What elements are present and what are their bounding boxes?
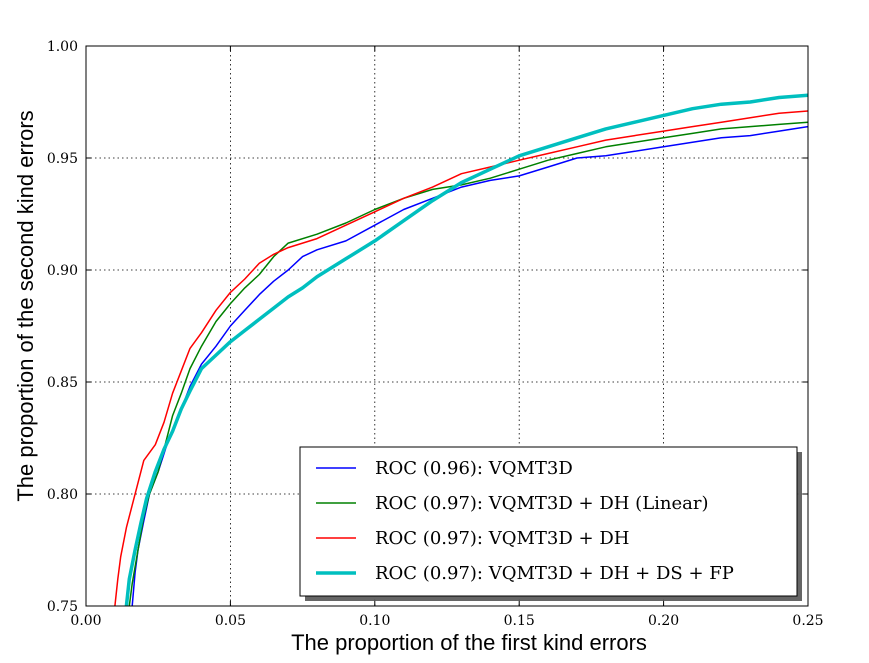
x-tick-label: 0.10 bbox=[359, 613, 390, 629]
x-axis-label: The proportion of the first kind errors bbox=[291, 630, 647, 655]
legend-box bbox=[299, 446, 798, 597]
y-tick-label: 0.95 bbox=[47, 151, 78, 167]
axis-ticks: 0.00 0.05 0.10 0.15 0.20 0.25 0.75 0.80 0.85 0.90… bbox=[47, 39, 824, 629]
legend-label-3: ROC (0.97): VQMT3D + DH bbox=[375, 528, 629, 549]
y-tick-label: 0.90 bbox=[47, 263, 78, 279]
legend: ROC (0.96): VQMT3D ROC (0.97): VQMT3D + D… bbox=[299, 446, 802, 601]
legend-label-1: ROC (0.96): VQMT3D bbox=[375, 458, 573, 479]
x-tick-label: 0.05 bbox=[215, 613, 246, 629]
series-layer bbox=[114, 93, 808, 606]
series-line-4 bbox=[124, 93, 808, 606]
plot-frame bbox=[85, 45, 809, 607]
y-axis-label: The proportion of the second kind errors bbox=[13, 110, 38, 501]
y-tick-label: 0.75 bbox=[47, 599, 78, 615]
x-tick-label: 0.20 bbox=[648, 613, 679, 629]
x-tick-label: 0.15 bbox=[504, 613, 535, 629]
y-tick-label: 0.85 bbox=[47, 375, 78, 391]
legend-label-2: ROC (0.97): VQMT3D + DH (Linear) bbox=[375, 493, 709, 514]
x-tick-label: 0.25 bbox=[792, 613, 823, 629]
y-tick-label: 0.80 bbox=[47, 487, 78, 503]
y-tick-label: 1.00 bbox=[47, 39, 78, 55]
x-tick-label: 0.00 bbox=[70, 613, 101, 629]
legend-label-4: ROC (0.97): VQMT3D + DH + DS + FP bbox=[375, 563, 734, 584]
series-line-3 bbox=[114, 110, 808, 606]
